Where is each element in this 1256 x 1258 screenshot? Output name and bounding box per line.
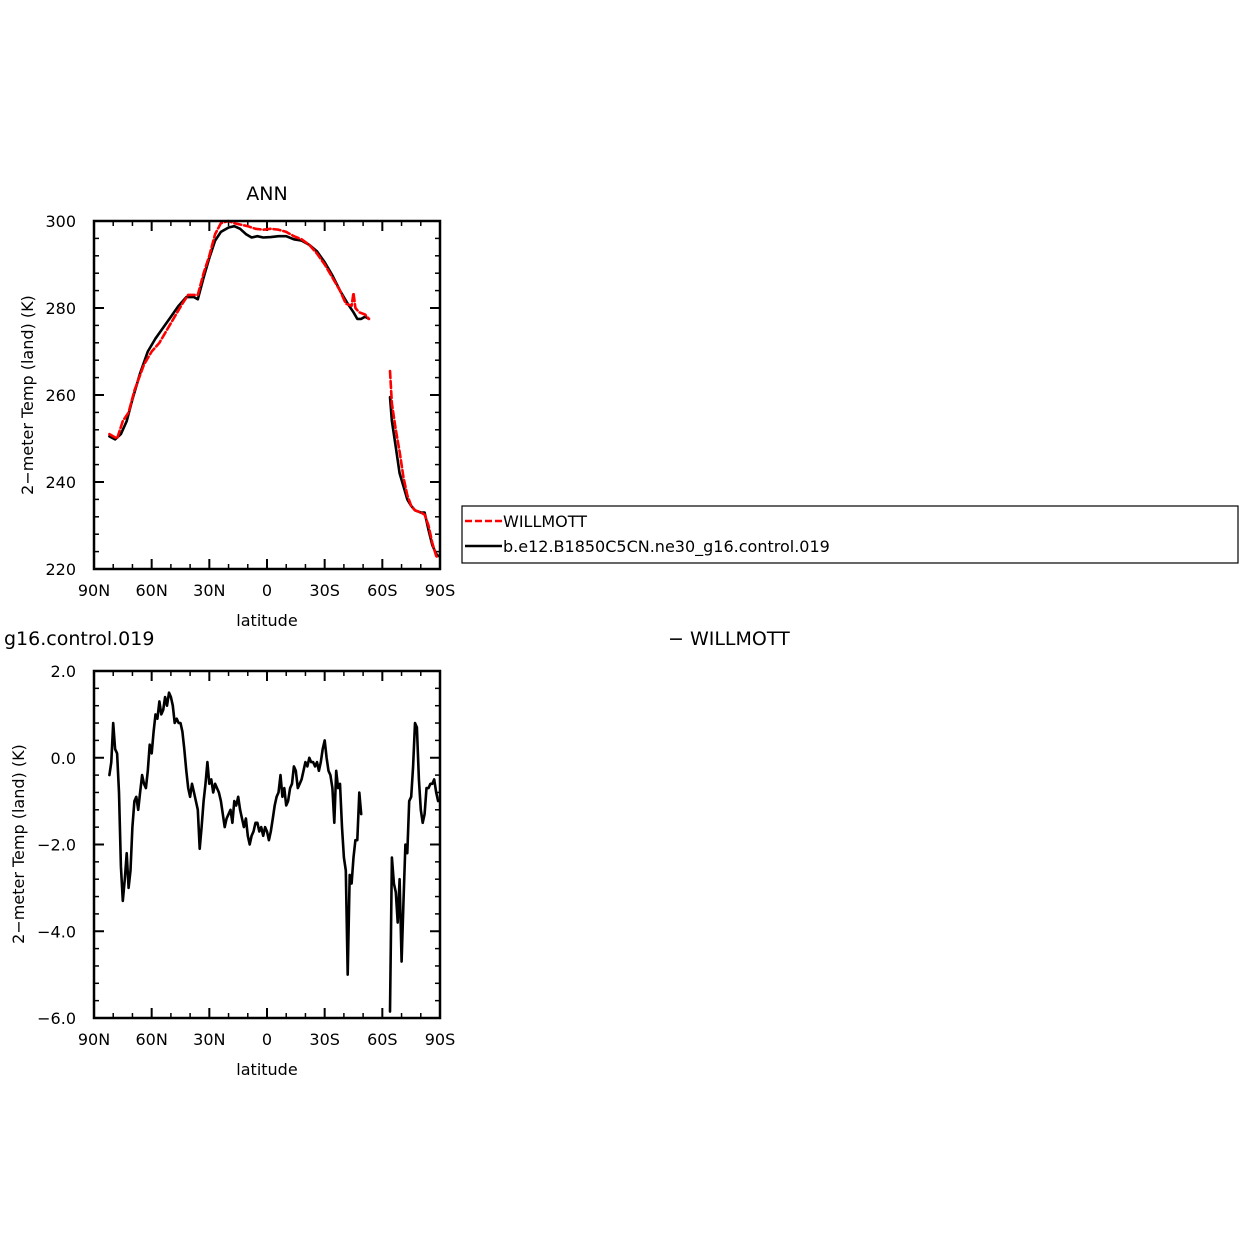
panel-top: ANN 2−meter Temp (land) (K) latitude 90N… [18,183,455,630]
legend: WILLMOTT b.e12.B1850C5CN.ne30_g16.contro… [461,505,1239,564]
panel-top-ytick-label: 240 [45,473,76,492]
panel-top-ticks [93,220,441,570]
panel-top-series-0-line-segment-1 [388,369,440,560]
panel-top-xtick-label: 60S [367,581,398,600]
panel-bottom-tick-labels: 90N 60N 30N 0 30S 60S 90S −6.0 −4.0 −2.0 0.0 2.0 [37,662,455,1049]
panel-top-ytick-label: 260 [45,386,76,405]
panel-bottom-plot-frame [92,669,442,1020]
panel-top-series-1-line-segment-0 [108,224,371,441]
panel-bottom-x-axis-label: latitude [236,1060,297,1079]
panel-top-tick-labels: 90N 60N 30N 0 30S 60S 90S 220 240 260 280 300 [45,212,455,600]
panel-bottom-series-0-line-segment-1 [388,721,440,1013]
panel-top-xtick-label: 60N [136,581,168,600]
panel-bottom-ticks [93,670,441,1019]
legend-box [461,505,1239,564]
panel-bottom-xtick-label: 60S [367,1030,398,1049]
panel-top-y-axis-label: 2−meter Temp (land) (K) [18,295,37,495]
panel-top-plot-frame [92,219,442,571]
panel-bottom-xtick-label: 60N [136,1030,168,1049]
panel-bottom-ytick-label: −6.0 [37,1009,76,1028]
panel-top-series [108,219,440,560]
panel-bottom-xtick-label: 90S [425,1030,456,1049]
panel-top-xtick-label: 90N [78,581,110,600]
panel-bottom-ytick-label: 2.0 [51,662,76,681]
panel-bottom-series [108,691,440,1013]
panel-top-xtick-label: 0 [262,581,272,600]
panel-top-x-axis-label: latitude [236,611,297,630]
legend-label-willmott: WILLMOTT [503,512,587,531]
panel-bottom-ytick-label: 0.0 [51,749,76,768]
panel-bottom-title-right: − WILLMOTT [668,628,790,650]
panel-top-xtick-label: 90S [425,581,456,600]
panel-top-series-0-line-segment-0 [108,219,371,440]
legend-label-control: b.e12.B1850C5CN.ne30_g16.control.019 [503,537,830,557]
panel-top-xtick-label: 30S [309,581,340,600]
panel-bottom-ytick-label: −2.0 [37,836,76,855]
panel-top-ytick-label: 280 [45,299,76,318]
panel-bottom-title-left: g16.control.019 [4,628,154,650]
panel-bottom-xtick-label: 30S [309,1030,340,1049]
panel-bottom-xtick-label: 90N [78,1030,110,1049]
panel-top-ytick-label: 300 [45,212,76,231]
panel-bottom-y-axis-label: 2−meter Temp (land) (K) [9,744,28,944]
panel-bottom-series-0-line-segment-0 [108,691,363,976]
panel-top-title: ANN [246,183,287,205]
panel-bottom-xtick-label: 0 [262,1030,272,1049]
panel-top-xtick-label: 30N [193,581,225,600]
panel-bottom: g16.control.019 − WILLMOTT 2−meter Temp … [4,628,790,1079]
panel-bottom-ytick-label: −4.0 [37,922,76,941]
panel-top-ytick-label: 220 [45,560,76,579]
panel-bottom-xtick-label: 30N [193,1030,225,1049]
